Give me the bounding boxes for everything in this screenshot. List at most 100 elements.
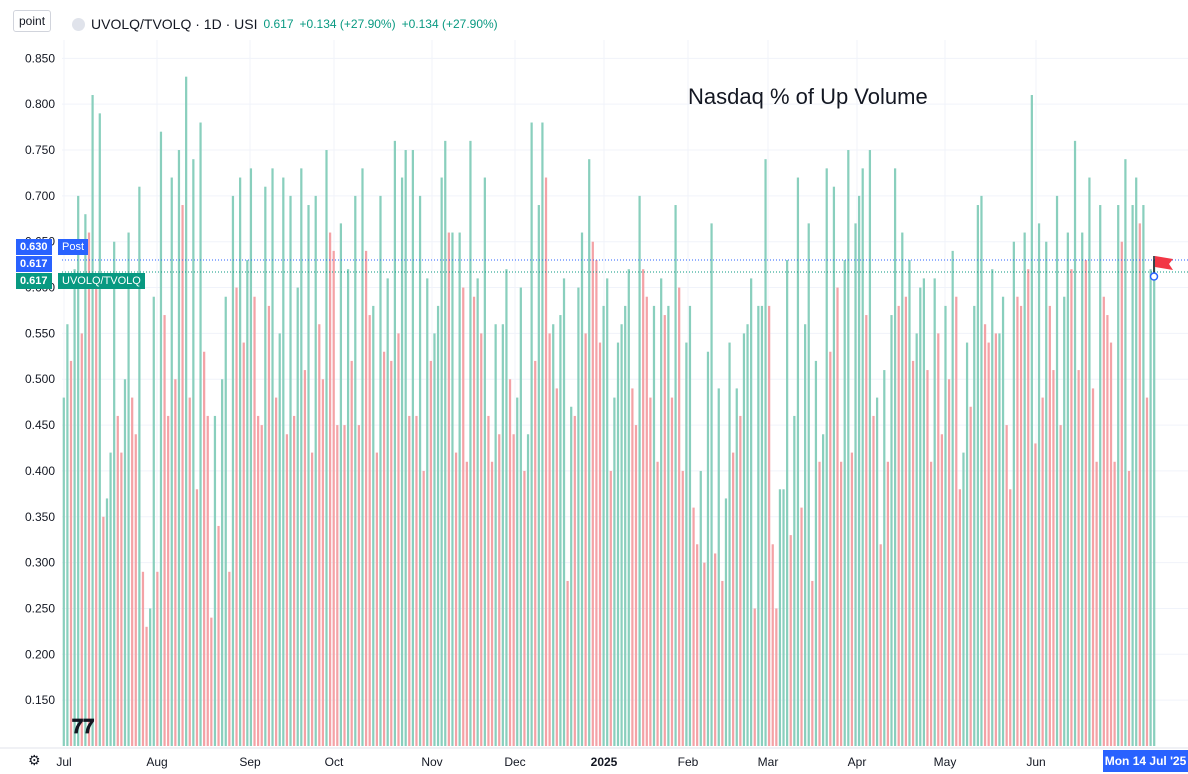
last-price-tag: 0.617 — [16, 256, 52, 272]
volume-bar — [875, 397, 879, 746]
volume-bar — [973, 305, 976, 746]
volume-bar — [804, 324, 807, 746]
volume-bar — [548, 333, 551, 746]
volume-bar — [465, 461, 468, 746]
tradingview-logo[interactable]: 𝟕𝟕 — [72, 716, 95, 738]
volume-bar — [307, 205, 310, 747]
volume-bar — [807, 223, 810, 747]
volume-bar — [893, 168, 897, 746]
volume-bar — [998, 333, 1001, 746]
volume-bar — [426, 278, 429, 746]
volume-bar — [562, 278, 566, 746]
volume-bar — [494, 324, 497, 746]
volume-bar — [667, 305, 670, 746]
volume-bar — [336, 425, 339, 746]
volume-bar — [750, 278, 753, 746]
volume-bar — [933, 278, 936, 746]
volume-bar — [285, 434, 289, 746]
volume-bar — [206, 415, 209, 746]
volume-bar — [1117, 205, 1120, 747]
volume-bar — [980, 195, 983, 747]
volume-bar — [498, 434, 501, 746]
volume-bar — [433, 333, 436, 746]
volume-bar — [1081, 232, 1084, 746]
volume-bar — [616, 342, 620, 746]
volume-bar — [134, 434, 137, 746]
y-tick-label: 0.350 — [25, 510, 55, 524]
volume-bar — [728, 342, 731, 746]
volume-bar — [613, 397, 616, 746]
volume-bar — [120, 452, 123, 746]
volume-bar — [328, 232, 332, 746]
volume-bar — [724, 498, 728, 746]
volume-bar — [390, 360, 393, 746]
volume-bar — [947, 379, 951, 746]
volume-bar — [1131, 205, 1134, 747]
x-tick-label: Mar — [758, 755, 779, 769]
volume-bar — [444, 140, 447, 746]
y-tick-label: 0.800 — [25, 97, 55, 111]
volume-bar — [440, 177, 443, 746]
volume-bar — [1142, 205, 1145, 747]
volume-bar — [1135, 177, 1138, 746]
series-label: UVOLQ/TVOLQ — [62, 275, 141, 287]
volume-bar — [314, 195, 317, 747]
volume-bar — [786, 260, 789, 746]
volume-bar — [1009, 489, 1012, 746]
symbol-title[interactable]: UVOLQ/TVOLQ · 1D · USI — [91, 16, 258, 32]
x-tick-label: Dec — [504, 755, 525, 769]
volume-bar — [91, 95, 94, 746]
volume-bar — [534, 360, 537, 746]
volume-bar — [321, 379, 325, 746]
volume-bar — [796, 177, 800, 746]
volume-bar — [1055, 195, 1059, 747]
chart-annotation[interactable]: Nasdaq % of Up Volume — [688, 84, 928, 109]
volume-bar — [854, 223, 857, 747]
volume-bar — [735, 388, 738, 746]
x-tick-label: Jun — [1026, 755, 1045, 769]
volume-bar — [429, 360, 432, 746]
volume-bar — [1106, 315, 1109, 746]
volume-bar — [544, 177, 548, 746]
volume-bar — [580, 232, 584, 746]
volume-bar — [1001, 296, 1005, 746]
volume-bar — [706, 351, 710, 746]
volume-bar — [476, 278, 479, 746]
gear-icon[interactable]: ⚙ — [28, 752, 41, 768]
volume-bar — [620, 324, 623, 746]
volume-bar — [789, 535, 792, 746]
volume-bar — [850, 452, 854, 746]
x-tick-label: 2025 — [591, 755, 618, 769]
volume-bar — [472, 296, 476, 746]
volume-bar — [861, 168, 864, 746]
y-tick-label: 0.750 — [25, 143, 55, 157]
volume-bar — [393, 140, 396, 746]
volume-bar — [105, 498, 109, 746]
volume-bar — [692, 507, 695, 746]
volume-bar — [192, 159, 195, 746]
volume-bar — [343, 425, 346, 746]
volume-bar — [400, 177, 404, 746]
volume-bar — [1138, 223, 1141, 747]
volume-bar — [1124, 159, 1127, 746]
volume-bar — [1073, 140, 1077, 746]
symbol-icon[interactable] — [72, 17, 85, 31]
volume-bar — [1145, 397, 1149, 746]
volume-bar — [469, 140, 472, 746]
volume-bar — [210, 617, 213, 746]
volume-bar — [368, 315, 371, 746]
post-price-value: 0.630 — [20, 241, 48, 253]
volume-bar — [159, 131, 163, 747]
volume-bar — [296, 287, 299, 746]
volume-bar — [346, 269, 350, 746]
volume-bar — [987, 342, 990, 746]
x-tick-label: Sep — [239, 755, 261, 769]
volume-bar — [843, 260, 846, 746]
volume-bar — [1066, 232, 1069, 746]
volume-bar — [890, 315, 893, 746]
volume-bar — [224, 296, 227, 746]
volume-bar — [1091, 388, 1095, 746]
scale-button[interactable]: point — [13, 10, 52, 32]
volume-bar — [282, 177, 285, 746]
volume-bar — [73, 269, 76, 746]
